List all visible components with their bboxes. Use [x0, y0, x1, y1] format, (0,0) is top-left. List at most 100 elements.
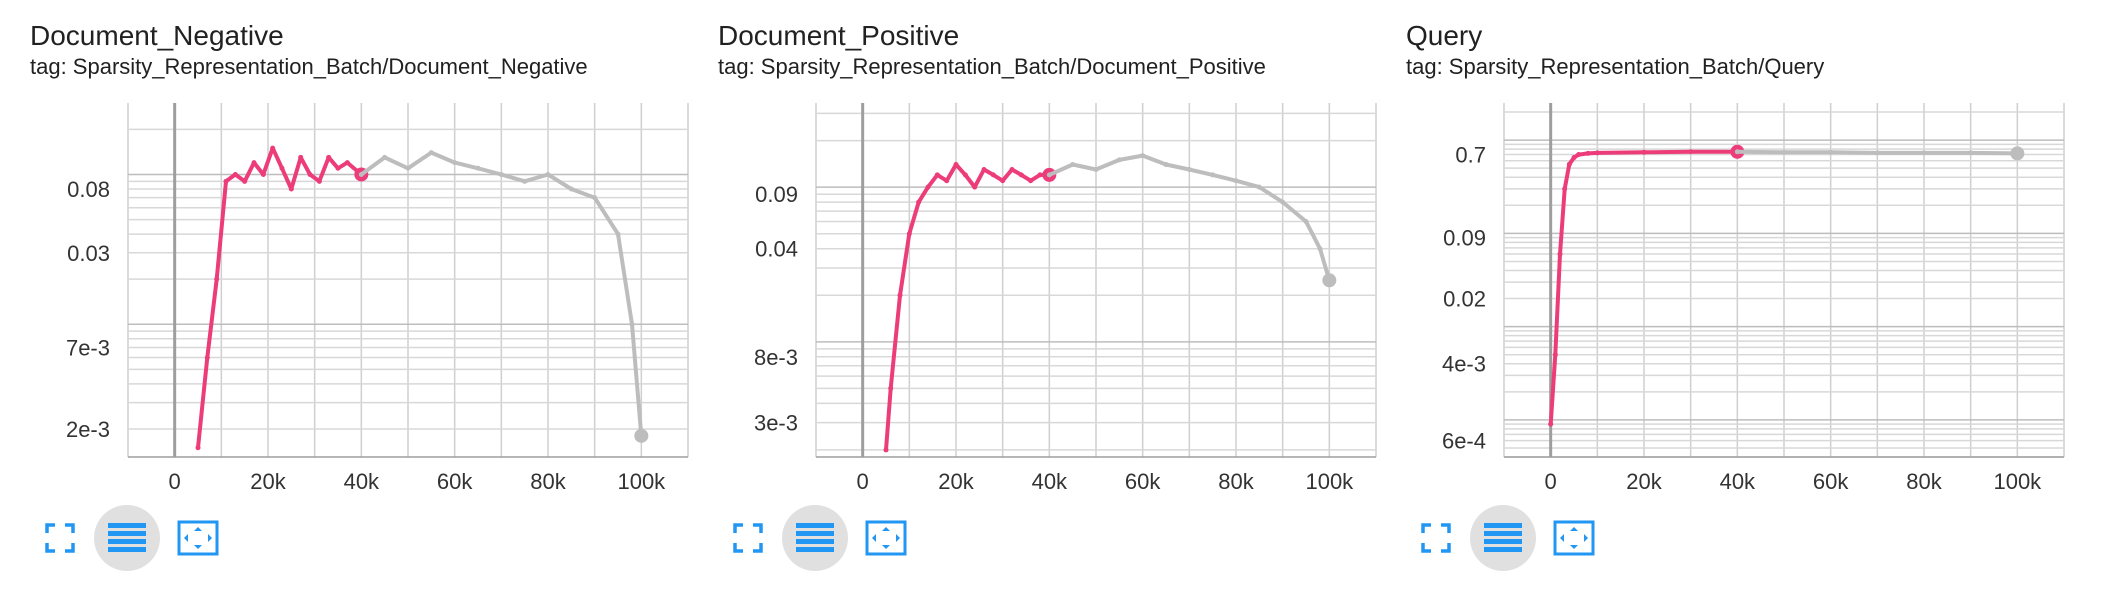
- fit-domain-button[interactable]: [856, 508, 916, 568]
- data-point: [475, 165, 481, 171]
- data-point: [1070, 162, 1076, 168]
- data-point: [335, 165, 341, 171]
- data-point: [944, 178, 950, 184]
- data-point: [1571, 155, 1577, 161]
- series-line: [1047, 153, 1332, 283]
- fit-domain-button[interactable]: [168, 508, 228, 568]
- data-point: [428, 150, 434, 156]
- y-tick-label: 8e-3: [754, 345, 798, 370]
- y-tick-label: 7e-3: [66, 335, 110, 360]
- data-point: [326, 154, 332, 160]
- list-icon: [1484, 523, 1522, 552]
- chart-plot[interactable]: 0 20k 40k 60k 80k 100k 0.08 0.03 7e-3 2e-3: [0, 95, 690, 495]
- data-point: [1874, 150, 1880, 156]
- x-tick-label: 80k: [1218, 469, 1254, 494]
- data-point: [1585, 150, 1591, 156]
- x-tick-label: 40k: [344, 469, 380, 494]
- x-tick-label: 20k: [250, 469, 286, 494]
- series-line: [359, 150, 644, 438]
- data-point: [1028, 178, 1034, 184]
- fullscreen-button[interactable]: [30, 508, 90, 568]
- y-tick-label: 0.09: [755, 182, 798, 207]
- fullscreen-icon: [733, 523, 763, 553]
- fullscreen-button[interactable]: [1406, 508, 1466, 568]
- data-point: [214, 276, 220, 282]
- fit-domain-button[interactable]: [1544, 508, 1604, 568]
- data-point: [279, 165, 285, 171]
- data-point: [1009, 167, 1015, 173]
- data-point: [1921, 150, 1927, 156]
- data-point: [1734, 149, 1740, 155]
- data-point: [888, 385, 894, 391]
- series-line: [1548, 149, 1740, 427]
- series-end-marker: [2010, 146, 2025, 161]
- x-tick-label: 100k: [1993, 469, 2042, 494]
- x-tick-label: 40k: [1032, 469, 1068, 494]
- data-point: [981, 167, 987, 173]
- data-point: [990, 172, 996, 178]
- data-point: [972, 184, 978, 190]
- x-tick-label: 100k: [617, 469, 666, 494]
- toggle-log-scale-button[interactable]: [94, 505, 160, 571]
- data-point: [232, 171, 238, 177]
- data-point: [1562, 186, 1568, 192]
- x-tick-label: 40k: [1720, 469, 1756, 494]
- x-tick-label: 80k: [530, 469, 566, 494]
- y-tick-label: 2e-3: [66, 417, 110, 442]
- data-point: [1688, 149, 1694, 155]
- series-end-marker: [634, 428, 649, 443]
- data-point: [1163, 162, 1169, 168]
- fit-domain-icon: [1553, 520, 1595, 556]
- chart-tag: tag: Sparsity_Representation_Batch/Docum…: [30, 54, 588, 79]
- x-tick-label: 0: [857, 469, 869, 494]
- fit-domain-icon: [865, 520, 907, 556]
- data-point: [195, 445, 201, 451]
- fullscreen-button[interactable]: [718, 508, 778, 568]
- chart-card-document-negative: Document_Negative tag: Sparsity_Represen…: [0, 0, 690, 592]
- data-point: [1037, 172, 1043, 178]
- data-point: [906, 231, 912, 237]
- chart-title: Document_Negative: [30, 20, 284, 51]
- list-icon: [108, 523, 146, 552]
- x-tick-label: 60k: [437, 469, 473, 494]
- y-tick-label: 0.04: [755, 237, 798, 262]
- x-tick-label: 100k: [1305, 469, 1354, 494]
- chart-title: Document_Positive: [718, 20, 960, 51]
- data-point: [545, 171, 551, 177]
- data-point: [452, 160, 458, 166]
- toggle-log-scale-button[interactable]: [782, 505, 848, 571]
- y-tick-label: 0.08: [67, 177, 110, 202]
- data-point: [592, 195, 598, 201]
- data-point: [1233, 178, 1239, 184]
- chart-tag: tag: Sparsity_Representation_Batch/Docum…: [718, 54, 1266, 79]
- chart-plot[interactable]: 0 20k 40k 60k 80k 100k 0.7 0.09 0.02 4e-3 6e-4: [1376, 95, 2066, 495]
- data-point: [934, 172, 940, 178]
- data-point: [1018, 172, 1024, 178]
- y-tick-label: 0.09: [1443, 226, 1486, 251]
- data-point: [1046, 172, 1052, 178]
- data-point: [629, 321, 635, 327]
- chart-title: Query: [1406, 20, 1483, 51]
- data-point: [1552, 352, 1558, 358]
- data-point: [1566, 161, 1572, 167]
- data-point: [953, 162, 959, 168]
- data-point: [344, 160, 350, 166]
- data-point: [1093, 167, 1099, 173]
- y-tick-label: 4e-3: [1442, 352, 1486, 377]
- data-point: [1781, 149, 1787, 155]
- chart-plot[interactable]: 0 20k 40k 60k 80k 100k 0.09 0.04 8e-3 3e-3: [688, 95, 1378, 495]
- data-point: [1548, 421, 1554, 427]
- chart-card-document-positive: Document_Positive tag: Sparsity_Represen…: [688, 0, 1378, 592]
- data-point: [242, 178, 248, 184]
- y-tick-label: 6e-4: [1442, 429, 1486, 454]
- data-point: [405, 165, 411, 171]
- series-line: [884, 162, 1052, 452]
- data-point: [307, 171, 313, 177]
- data-point: [1576, 152, 1582, 158]
- toggle-log-scale-button[interactable]: [1470, 505, 1536, 571]
- data-point: [316, 178, 322, 184]
- data-point: [1641, 149, 1647, 155]
- x-tick-label: 20k: [938, 469, 974, 494]
- x-tick-label: 20k: [1626, 469, 1662, 494]
- data-point: [204, 355, 210, 361]
